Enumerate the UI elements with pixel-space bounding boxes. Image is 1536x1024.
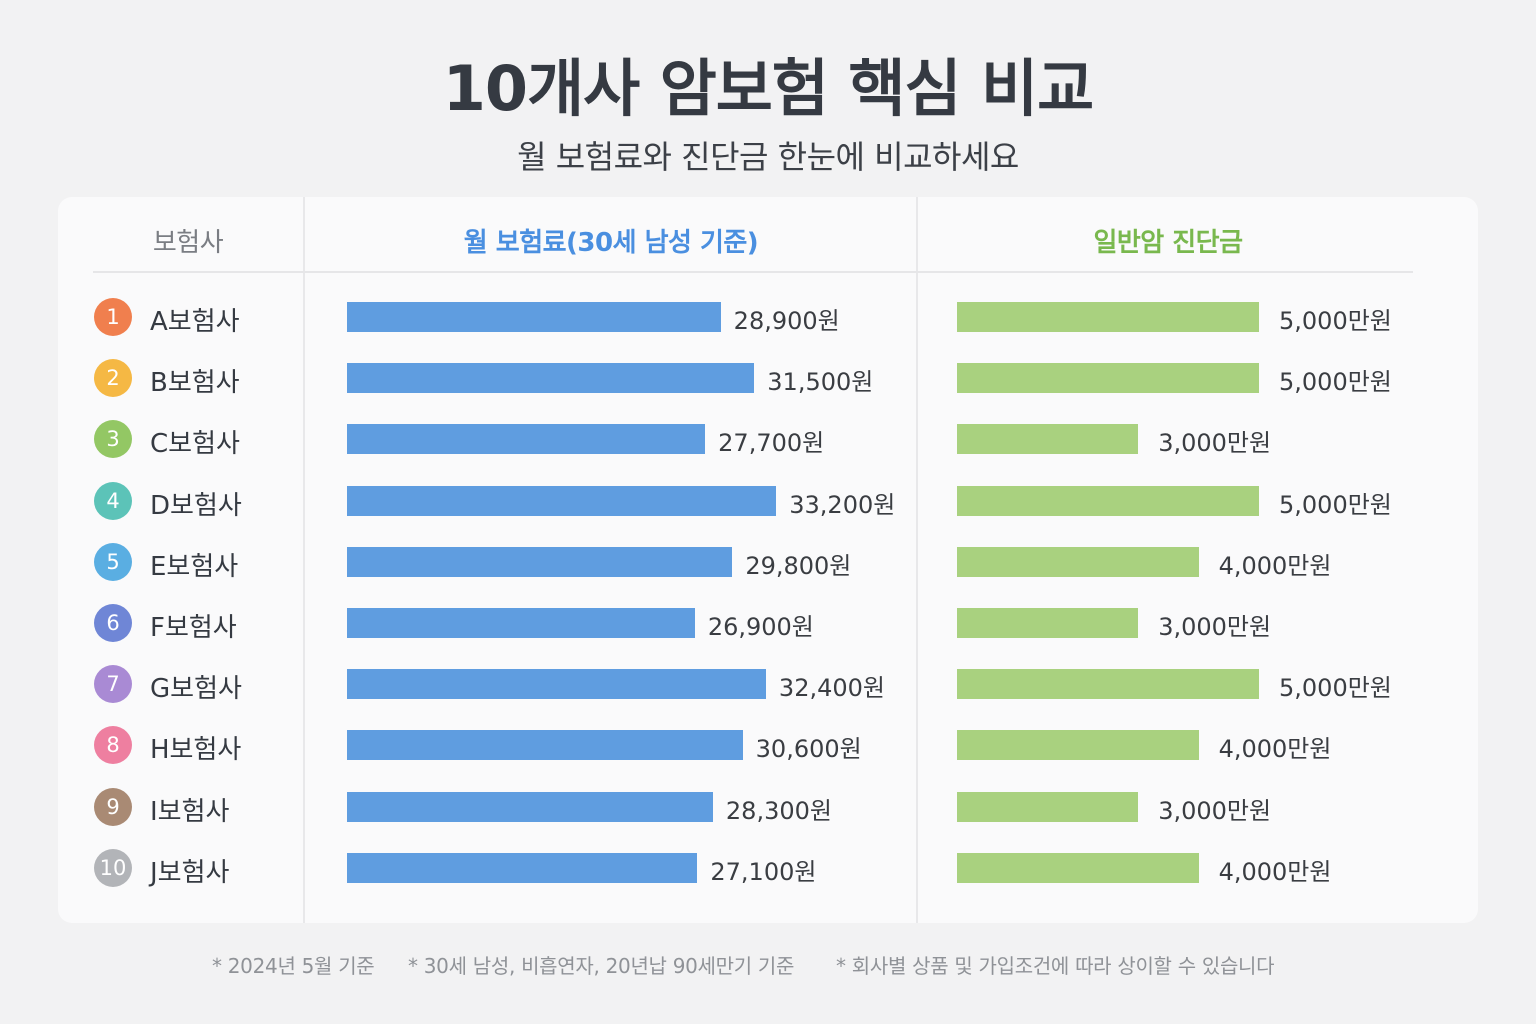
- diagnosis-bar: [957, 363, 1259, 394]
- column-header-diagnosis: 일반암 진단금: [1093, 228, 1243, 258]
- premium-bar: [347, 363, 755, 394]
- premium-value-label: 26,900원: [707, 613, 814, 641]
- table-row: 5 E보험사 29,800원 4,000만원: [0, 540, 1536, 584]
- diagnosis-bar: [957, 302, 1259, 332]
- premium-bar: [347, 852, 698, 883]
- rank-badge: 4: [94, 481, 132, 520]
- rank-badge: 9: [94, 787, 132, 826]
- diagnosis-bar: [957, 730, 1199, 761]
- footnote-condition: * 30세 남성, 비흡연자, 20년납 90세만기 기준: [408, 954, 795, 978]
- premium-value-label: 32,400원: [778, 674, 885, 703]
- footnote-disclaimer: * 회사별 상품 및 가입조건에 따라 상이할 수 있습니다: [836, 954, 1275, 978]
- diagnosis-value-label: 5,000만원: [1279, 490, 1392, 519]
- company-name-label: C보험사: [150, 429, 240, 460]
- footnote-date: * 2024년 5월 기준: [212, 954, 375, 978]
- premium-bar: [347, 424, 706, 455]
- premium-value-label: 28,900원: [733, 307, 840, 335]
- premium-bar: [347, 546, 733, 577]
- table-row: 9 I보험사 28,300원 3,000만원: [0, 785, 1536, 829]
- premium-bar: [347, 730, 743, 761]
- company-name-label: E보험사: [150, 551, 239, 582]
- diagnosis-bar: [957, 485, 1259, 516]
- company-name-label: J보험사: [150, 857, 230, 888]
- table-row: 8 H보험사 30,600원 4,000만원: [0, 723, 1536, 767]
- rank-badge: 5: [94, 542, 132, 581]
- diagnosis-value-label: 3,000만원: [1158, 613, 1272, 641]
- premium-value-label: 29,800원: [745, 551, 852, 580]
- diagnosis-value-label: 4,000만원: [1218, 735, 1332, 764]
- premium-value-label: 27,100원: [710, 857, 817, 886]
- rank-badge: 10: [94, 848, 132, 887]
- table-row: 10 J보험사 27,100원 4,000만원: [0, 846, 1536, 890]
- company-name-label: F보험사: [150, 613, 237, 643]
- column-divider: [916, 197, 918, 923]
- table-row: 6 F보험사 26,900원 3,000만원: [0, 601, 1536, 645]
- diagnosis-bar: [957, 852, 1199, 883]
- column-divider: [303, 197, 305, 923]
- rank-badge: 7: [94, 665, 132, 704]
- premium-value-label: 28,300원: [725, 796, 832, 825]
- page-subtitle: 월 보험료와 진단금 한눈에 비교하세요: [517, 138, 1019, 176]
- premium-value-label: 33,200원: [789, 490, 896, 519]
- rank-badge: 2: [94, 359, 132, 398]
- column-header-company: 보험사: [152, 228, 224, 258]
- company-name-label: D보험사: [150, 490, 242, 521]
- diagnosis-bar: [957, 791, 1139, 822]
- rank-badge: 1: [94, 298, 132, 336]
- company-name-label: I보험사: [150, 796, 230, 827]
- header-divider: [93, 271, 1413, 273]
- diagnosis-value-label: 4,000만원: [1218, 857, 1332, 886]
- premium-bar: [347, 302, 721, 332]
- diagnosis-value-label: 3,000만원: [1158, 796, 1272, 825]
- company-name-label: H보험사: [150, 735, 242, 766]
- table-row: 7 G보험사 32,400원 5,000만원: [0, 662, 1536, 706]
- company-name-label: B보험사: [150, 368, 240, 399]
- premium-bar: [347, 608, 695, 638]
- company-name-label: G보험사: [150, 674, 242, 705]
- rank-badge: 3: [94, 420, 132, 459]
- premium-value-label: 27,700원: [718, 429, 825, 458]
- premium-bar: [347, 791, 713, 822]
- premium-value-label: 31,500원: [767, 368, 874, 397]
- rank-badge: 6: [94, 604, 132, 642]
- column-header-premium: 월 보험료(30세 남성 기준): [463, 228, 759, 258]
- table-row: 1 A보험사 28,900원 5,000만원: [0, 295, 1536, 339]
- company-name-label: A보험사: [150, 307, 240, 337]
- premium-bar: [347, 485, 777, 516]
- diagnosis-bar: [957, 424, 1139, 455]
- diagnosis-bar: [957, 669, 1259, 700]
- premium-bar: [347, 669, 766, 700]
- premium-value-label: 30,600원: [755, 735, 862, 764]
- table-row: 4 D보험사 33,200원 5,000만원: [0, 479, 1536, 523]
- diagnosis-bar: [957, 608, 1139, 638]
- diagnosis-value-label: 5,000만원: [1279, 674, 1392, 703]
- diagnosis-value-label: 5,000만원: [1279, 368, 1392, 397]
- diagnosis-value-label: 5,000만원: [1279, 307, 1392, 335]
- page-title: 10개사 암보험 핵심 비교: [442, 52, 1094, 125]
- diagnosis-value-label: 4,000만원: [1218, 551, 1332, 580]
- diagnosis-value-label: 3,000만원: [1158, 429, 1272, 458]
- diagnosis-bar: [957, 546, 1199, 577]
- table-row: 3 C보험사 27,700원 3,000만원: [0, 417, 1536, 461]
- rank-badge: 8: [94, 726, 132, 765]
- table-row: 2 B보험사 31,500원 5,000만원: [0, 356, 1536, 400]
